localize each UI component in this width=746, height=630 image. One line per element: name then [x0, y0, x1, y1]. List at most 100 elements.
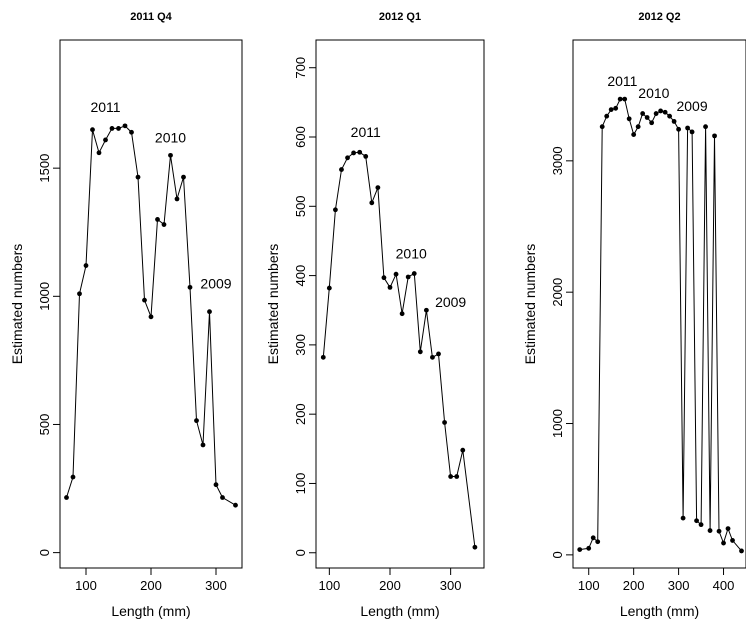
data-point: [716, 528, 722, 534]
data-point: [626, 116, 632, 122]
data-point: [381, 275, 387, 281]
data-point: [345, 155, 350, 161]
data-point: [64, 495, 69, 500]
data-point: [200, 442, 206, 448]
data-point: [174, 196, 180, 202]
data-point: [194, 418, 199, 424]
y-tick-label: 500: [37, 414, 52, 436]
data-point: [698, 522, 704, 528]
x-axis-label: Length (mm): [360, 603, 439, 619]
x-tick-label: 200: [623, 578, 645, 593]
data-point: [233, 502, 238, 508]
data-point: [730, 538, 735, 543]
data-point: [187, 284, 193, 290]
series-line: [322, 151, 476, 548]
data-point: [617, 96, 623, 102]
data-point: [662, 109, 668, 115]
x-tick-label: 200: [140, 578, 162, 593]
x-tick-label: 100: [75, 578, 97, 593]
data-point: [129, 129, 134, 135]
annotation-label: 2010: [155, 130, 186, 146]
data-point: [405, 274, 411, 280]
data-point: [460, 447, 466, 453]
data-point: [667, 113, 673, 119]
data-point: [103, 137, 108, 143]
y-tick-label: 0: [293, 549, 308, 556]
data-point: [122, 123, 128, 129]
data-point: [640, 111, 646, 116]
data-point: [393, 271, 399, 277]
series-line: [66, 125, 236, 506]
data-point: [70, 474, 76, 480]
chart-title: 2012 Q1: [379, 11, 421, 23]
chart-panel-1: 2011 Q4 100 200 300 0 500 1000 1500 Length (mm) E…: [9, 11, 243, 619]
y-tick-label: 400: [293, 265, 308, 287]
y-tick-label: 100: [293, 473, 308, 495]
annotation-label: 2009: [676, 98, 707, 114]
data-point: [707, 528, 713, 533]
x-tick-label: 300: [440, 578, 462, 593]
data-point: [680, 515, 686, 521]
data-point: [712, 133, 717, 139]
data-point: [436, 351, 441, 357]
data-point: [220, 495, 225, 500]
data-point: [472, 544, 478, 550]
data-point: [339, 167, 344, 172]
y-tick-label: 1000: [550, 409, 565, 438]
annotation-label: 2009: [435, 294, 466, 310]
data-point: [375, 185, 381, 190]
plot-frame: [315, 39, 485, 569]
y-axis-label: Estimated numbers: [522, 244, 538, 365]
data-point: [644, 115, 650, 120]
data-point: [721, 540, 726, 546]
y-axis-label: Estimated numbers: [265, 244, 281, 365]
y-tick-label: 700: [293, 57, 308, 79]
y-tick-label: 1000: [37, 282, 52, 311]
data-point: [448, 474, 454, 479]
data-point: [417, 349, 423, 355]
annotation-label: 2011: [351, 124, 381, 140]
x-tick-label: 300: [668, 578, 690, 593]
data-point: [658, 108, 664, 114]
x-axis-label: Length (mm): [111, 603, 190, 619]
data-point: [635, 124, 641, 130]
annotation-label: 2011: [607, 73, 637, 89]
data-point: [739, 548, 744, 554]
plot-frame: [572, 39, 746, 569]
data-point: [320, 354, 326, 360]
data-point: [411, 271, 417, 276]
y-tick-label: 0: [37, 549, 52, 556]
data-point: [613, 105, 619, 111]
data-point: [649, 120, 655, 126]
chart-panel-3: 2012 Q2 100 200 300 400 0 1000 2000 3000 Length (…: [522, 11, 746, 619]
data-point: [676, 126, 681, 132]
data-point: [142, 297, 147, 303]
y-tick-label: 200: [293, 403, 308, 425]
data-point: [631, 132, 637, 137]
y-tick-label: 500: [293, 195, 308, 217]
data-point: [109, 126, 115, 131]
series-line: [579, 98, 742, 552]
data-point: [689, 129, 695, 135]
x-tick-label: 200: [379, 578, 401, 593]
data-point: [90, 127, 95, 133]
y-tick-label: 2000: [550, 278, 565, 307]
data-point: [161, 222, 167, 227]
data-point: [399, 311, 405, 317]
data-point: [357, 149, 363, 155]
y-tick-label: 300: [293, 334, 308, 356]
chart-panel-2: 2012 Q1 100 200 300 0 100 200 300 400 500 600 700 Le…: [265, 11, 485, 619]
data-point: [363, 154, 369, 159]
x-tick-label: 100: [318, 578, 340, 593]
data-point: [725, 526, 731, 531]
data-point: [148, 314, 154, 320]
chart-title: 2012 Q2: [638, 11, 680, 23]
data-point: [96, 150, 102, 156]
data-point: [77, 291, 82, 297]
data-point: [351, 150, 357, 156]
data-point: [694, 518, 699, 524]
data-point: [577, 547, 583, 553]
